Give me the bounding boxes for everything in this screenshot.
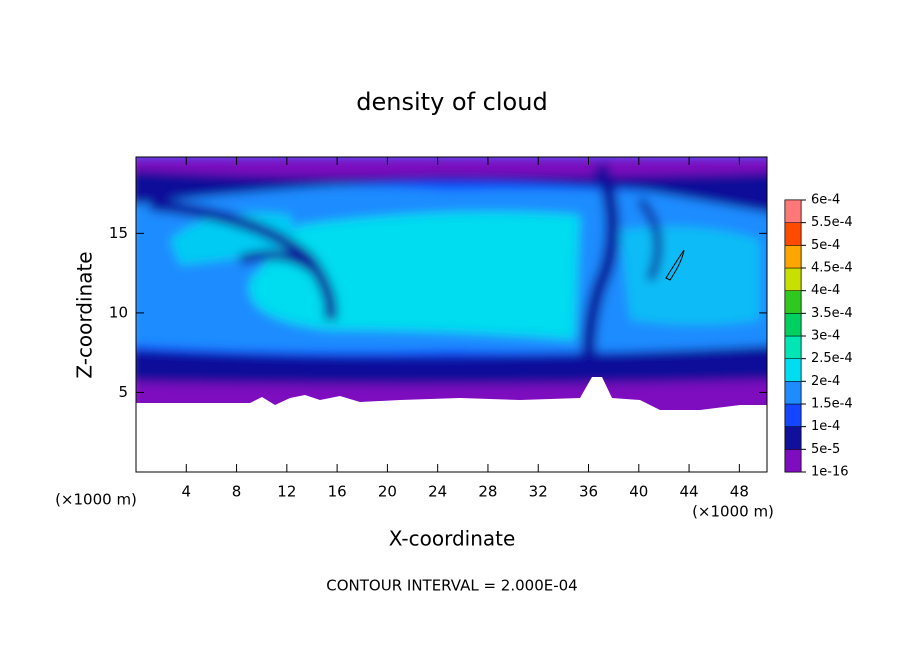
x-tick-label: 44 bbox=[680, 483, 699, 501]
x-tick-label: 28 bbox=[478, 483, 497, 501]
plot-frame bbox=[135, 156, 768, 473]
y-tick-label: 15 bbox=[109, 224, 128, 242]
x-tick-label: 16 bbox=[328, 483, 347, 501]
colorbar-label: 1e-4 bbox=[811, 419, 840, 434]
colorbar-swatch bbox=[784, 403, 802, 427]
colorbar-swatch bbox=[784, 267, 802, 291]
colorbar-label: 2.5e-4 bbox=[811, 351, 853, 366]
contour-field bbox=[136, 157, 767, 472]
x-tick-label: 12 bbox=[277, 483, 296, 501]
field-swirl bbox=[636, 197, 662, 282]
contour-line bbox=[665, 249, 685, 281]
colorbar-swatch bbox=[784, 381, 802, 405]
colorbar-label: 4e-4 bbox=[811, 283, 840, 298]
x-tick-label: 24 bbox=[428, 483, 447, 501]
chart-title: density of cloud bbox=[356, 88, 547, 116]
x-unit-label: (×1000 m) bbox=[692, 503, 774, 521]
colorbar-swatch bbox=[784, 335, 802, 359]
colorbar-label: 2e-4 bbox=[811, 374, 840, 389]
annotation: CONTOUR INTERVAL = 2.000E-04 bbox=[326, 577, 577, 595]
colorbar-label: 6e-4 bbox=[811, 193, 840, 208]
x-tick-label: 36 bbox=[579, 483, 598, 501]
colorbar-swatch bbox=[784, 426, 802, 450]
field-region bbox=[620, 226, 760, 325]
x-tick-label: 32 bbox=[529, 483, 548, 501]
x-tick-label: 4 bbox=[182, 483, 192, 501]
colorbar-label: 5e-5 bbox=[811, 442, 840, 457]
x-tick-label: 8 bbox=[232, 483, 242, 501]
x-tick-label: 20 bbox=[378, 483, 397, 501]
x-axis-label: X-coordinate bbox=[389, 527, 516, 551]
field-swirl bbox=[238, 250, 324, 279]
y-tick-label: 5 bbox=[118, 383, 128, 401]
colorbar-swatch bbox=[784, 358, 802, 382]
terrain bbox=[136, 377, 767, 472]
field-swirl bbox=[581, 162, 620, 381]
colorbar-swatch bbox=[784, 313, 802, 337]
colorbar-swatch bbox=[784, 245, 802, 269]
colorbar-swatch bbox=[784, 222, 802, 246]
colorbar-label: 1e-16 bbox=[811, 465, 849, 480]
y-tick-label: 10 bbox=[109, 303, 128, 321]
x-tick-label: 48 bbox=[730, 483, 749, 501]
field-swirl bbox=[149, 199, 337, 322]
y-axis-label: Z-coordinate bbox=[73, 251, 97, 378]
colorbar-label: 1.5e-4 bbox=[811, 397, 853, 412]
colorbar-swatch bbox=[784, 449, 802, 473]
colorbar-swatch bbox=[784, 290, 802, 314]
field-region bbox=[249, 211, 580, 340]
field-region bbox=[136, 157, 767, 177]
x-tick-label: 40 bbox=[629, 483, 648, 501]
colorbar-label: 5.5e-4 bbox=[811, 215, 853, 230]
colorbar-label: 3.5e-4 bbox=[811, 306, 853, 321]
colorbar-label: 4.5e-4 bbox=[811, 261, 853, 276]
colorbar-label: 5e-4 bbox=[811, 238, 840, 253]
colorbar-swatch bbox=[784, 199, 802, 223]
y-unit-label: (×1000 m) bbox=[55, 491, 137, 509]
colorbar-label: 3e-4 bbox=[811, 329, 840, 344]
